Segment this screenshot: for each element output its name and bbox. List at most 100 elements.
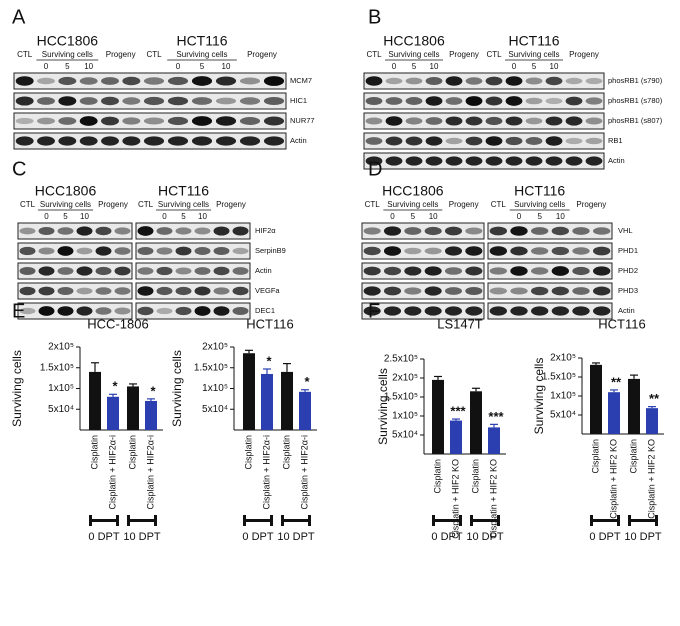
group-label: 10 DPT: [624, 531, 662, 543]
significance: **: [611, 374, 622, 389]
band: [530, 247, 549, 255]
lane-label: Progeny: [98, 200, 128, 209]
lane-label: Surviving cells: [176, 50, 227, 59]
band: [530, 227, 549, 235]
bracket-cap: [432, 515, 435, 526]
band: [38, 247, 55, 255]
lane-label: Progeny: [449, 50, 479, 59]
band: [19, 286, 36, 296]
bar: [243, 353, 255, 430]
band: [404, 227, 422, 235]
bracket-cap: [470, 515, 473, 526]
band: [19, 227, 36, 235]
protein-label: Actin: [608, 156, 625, 165]
lane-label: 0: [162, 212, 167, 221]
error-bar: [490, 423, 498, 428]
blot-strip: [13, 72, 287, 90]
band: [156, 286, 173, 296]
band: [143, 117, 165, 125]
band: [425, 136, 443, 146]
cell-line-title: HCC1806: [383, 33, 445, 49]
band: [510, 287, 528, 295]
band: [489, 267, 508, 275]
band: [114, 266, 131, 276]
bar: [281, 371, 293, 430]
y-tick-label: 5x10⁴: [550, 410, 576, 421]
chart-title: HCT116: [246, 316, 293, 331]
error-bar: [283, 363, 291, 372]
significance: **: [649, 391, 660, 406]
x-tick-label: Cisplatin + HIF2 KO: [646, 439, 656, 519]
significance: *: [266, 353, 272, 368]
lane-label: Surviving cells: [158, 200, 209, 209]
bar: [432, 379, 444, 454]
band: [510, 226, 528, 236]
y-tick-label: 1x10⁵: [48, 383, 74, 394]
band: [194, 227, 211, 235]
band: [191, 97, 213, 105]
error-bar: [91, 362, 99, 372]
lane-label: 0: [176, 62, 181, 71]
significance: ***: [450, 403, 466, 418]
band: [465, 116, 483, 126]
band: [213, 226, 230, 236]
y-tick-label: 1x10⁵: [550, 391, 576, 402]
band: [404, 266, 422, 276]
blot-strip: [13, 112, 287, 130]
band: [489, 287, 508, 295]
bar: [261, 373, 273, 430]
bar: [488, 427, 500, 454]
band: [565, 96, 583, 106]
band: [167, 96, 189, 106]
band: [489, 226, 508, 236]
band: [592, 306, 611, 316]
band: [424, 306, 442, 316]
band: [425, 77, 443, 85]
band: [79, 136, 98, 146]
band: [232, 286, 249, 296]
band: [194, 306, 211, 316]
lane-label: 5: [65, 62, 70, 71]
band: [465, 227, 483, 235]
x-tick-label: Cisplatin: [89, 435, 99, 470]
band: [137, 306, 154, 316]
band: [137, 286, 154, 296]
band: [485, 96, 503, 106]
band: [191, 136, 213, 146]
band: [572, 266, 590, 276]
significance: *: [112, 379, 118, 394]
band: [101, 77, 119, 85]
y-tick-label: 2.5x10⁵: [384, 354, 418, 365]
blot-strip: [363, 132, 605, 150]
x-tick-label: Cisplatin + HIF2α-i: [107, 435, 117, 509]
chart-title: HCT116: [598, 316, 645, 331]
error-bar: [610, 389, 618, 393]
bracket-cap: [154, 515, 157, 526]
band: [551, 246, 570, 256]
lane-label: CTL: [366, 50, 382, 59]
panel-letter: A: [12, 6, 26, 28]
y-tick-label: 2x10⁵: [550, 353, 576, 364]
group-bracket: [127, 519, 157, 522]
blot-strip: [363, 152, 605, 170]
band: [95, 246, 112, 256]
band: [38, 226, 55, 236]
band: [572, 306, 590, 316]
band: [530, 286, 549, 296]
band: [101, 116, 119, 126]
band: [445, 116, 463, 126]
protein-label: RB1: [608, 136, 623, 145]
cell-line-title: HCC1806: [37, 33, 99, 49]
lane-label: 0: [392, 62, 397, 71]
band: [465, 266, 483, 276]
band: [510, 266, 528, 276]
lane-label: 10: [550, 62, 559, 71]
band: [365, 76, 383, 86]
band: [79, 77, 98, 85]
error-bar: [301, 389, 309, 392]
bar: [450, 420, 462, 454]
lane-label: 10: [80, 212, 89, 221]
band: [585, 117, 603, 125]
band: [572, 227, 590, 235]
protein-label: phosRB1 (s807): [608, 116, 663, 125]
